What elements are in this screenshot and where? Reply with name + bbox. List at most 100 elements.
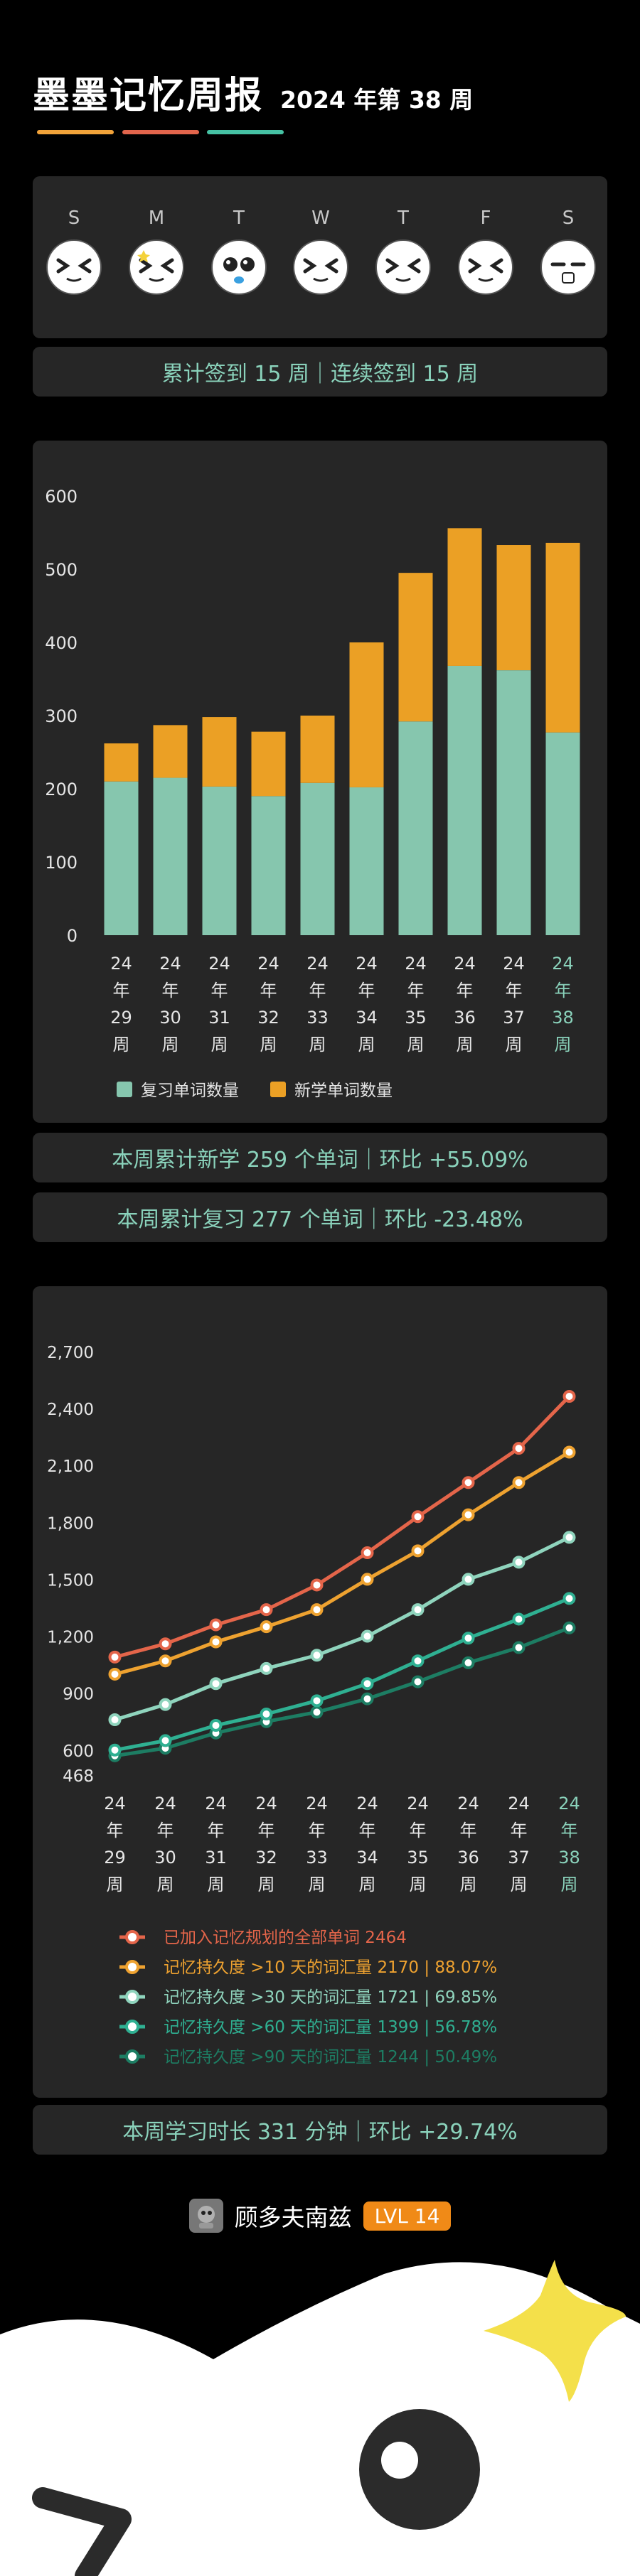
memory-strength-chart-card: 468 600 900 1,200 1,500 1,800 2,100 2,400 2,700 2… bbox=[33, 1286, 607, 2098]
new-words-summary: 本周累计新学 259 个单词｜环比 +55.09% bbox=[33, 1133, 607, 1182]
series-point bbox=[512, 1476, 526, 1489]
weekday-label: T bbox=[398, 208, 409, 229]
x-tick-label: 年 bbox=[407, 981, 425, 1001]
x-tick-label: 34 bbox=[356, 1008, 378, 1028]
y-tick-label: 100 bbox=[45, 853, 78, 873]
week-title: 2024 年第 38 周 bbox=[280, 86, 474, 114]
x-tick-label: 29 bbox=[110, 1008, 132, 1028]
x-tick-label: 24 bbox=[405, 954, 427, 974]
x-tick-label: 24 bbox=[257, 954, 279, 974]
bar-new bbox=[153, 725, 188, 778]
mascot-face-icon bbox=[293, 239, 348, 295]
x-tick-label: 周 bbox=[211, 1035, 228, 1055]
legend-label: 记忆持久度 >30 天的词汇量 1721 | 69.85% bbox=[164, 1988, 497, 2007]
series-point bbox=[310, 1694, 324, 1708]
x-tick-label: 年 bbox=[211, 981, 228, 1001]
series-line bbox=[114, 1597, 570, 1752]
series-point bbox=[209, 1677, 223, 1691]
x-tick-label: 年 bbox=[107, 1821, 124, 1841]
series-point bbox=[512, 1612, 526, 1626]
x-tick-label: 24 bbox=[110, 954, 132, 974]
review-words-summary: 本周累计复习 277 个单词｜环比 -23.48% bbox=[33, 1192, 607, 1242]
series-point bbox=[260, 1620, 273, 1634]
series-point bbox=[209, 1635, 223, 1649]
y-tick-label: 2,700 bbox=[47, 1344, 94, 1362]
x-tick-label: 31 bbox=[205, 1848, 227, 1868]
x-tick-label: 29 bbox=[104, 1848, 126, 1868]
x-tick-label: 30 bbox=[154, 1848, 176, 1868]
checkin-summary-text: 累计签到 15 周｜连续签到 15 周 bbox=[161, 362, 479, 387]
x-tick-label: 周 bbox=[260, 1035, 277, 1055]
series-point bbox=[361, 1546, 374, 1560]
series-point bbox=[512, 1641, 526, 1654]
legend-marker bbox=[125, 2049, 139, 2064]
x-tick-label: 38 bbox=[552, 1008, 574, 1028]
bar-review bbox=[447, 665, 482, 935]
legend-marker bbox=[125, 1960, 139, 1974]
x-tick-label: 周 bbox=[359, 1875, 376, 1895]
x-tick-label: 周 bbox=[309, 1875, 326, 1895]
series-point bbox=[562, 1390, 576, 1403]
study-time-summary-text: 本周学习时长 331 分钟｜环比 +29.74% bbox=[122, 2120, 518, 2145]
x-tick-label: 24 bbox=[552, 954, 574, 974]
x-tick-label: 年 bbox=[258, 1821, 275, 1841]
weekday-label: T bbox=[233, 208, 245, 229]
avatar bbox=[188, 2199, 223, 2233]
legend-label: 记忆持久度 >60 天的词汇量 1399 | 56.78% bbox=[164, 2018, 497, 2037]
mascot-illustration bbox=[0, 2260, 640, 2576]
y-tick-label: 1,500 bbox=[47, 1571, 94, 1590]
series-line bbox=[114, 1450, 570, 1676]
series-point bbox=[512, 1442, 526, 1455]
weekday-label: W bbox=[311, 208, 330, 229]
study-time-summary: 本周学习时长 331 分钟｜环比 +29.74% bbox=[33, 2105, 607, 2155]
x-tick-label: 周 bbox=[460, 1875, 477, 1895]
series-point bbox=[562, 1445, 576, 1459]
series-point bbox=[361, 1677, 374, 1691]
y-tick-label: 300 bbox=[45, 706, 78, 726]
x-tick-label: 周 bbox=[561, 1875, 578, 1895]
series-point bbox=[260, 1708, 273, 1721]
legend-marker bbox=[125, 1930, 139, 1944]
series-point bbox=[562, 1592, 576, 1605]
bar-review bbox=[251, 796, 286, 935]
x-tick-label: 24 bbox=[255, 1794, 277, 1814]
x-tick-label: 年 bbox=[157, 1821, 174, 1841]
weekday-column: S bbox=[42, 208, 106, 298]
star-icon bbox=[484, 2260, 626, 2402]
mascot-face-icon bbox=[129, 239, 184, 295]
series-point bbox=[310, 1578, 324, 1592]
x-tick-label: 周 bbox=[258, 1875, 275, 1895]
x-tick-label: 24 bbox=[208, 954, 230, 974]
y-tick-label: 468 bbox=[63, 1767, 94, 1786]
series-point bbox=[159, 1698, 172, 1711]
x-tick-label: 32 bbox=[255, 1848, 277, 1868]
y-tick-label: 600 bbox=[45, 487, 78, 507]
series-point bbox=[361, 1573, 374, 1586]
x-tick-label: 年 bbox=[260, 981, 277, 1001]
x-tick-label: 周 bbox=[107, 1875, 124, 1895]
bar-review bbox=[300, 782, 335, 935]
weekly-words-bar-chart: 0 100 200 300 400 500 600 24 年 29 周 24 年 30 周 24 年 31 周 24 年… bbox=[45, 487, 580, 1100]
weekday-column: T bbox=[371, 208, 435, 298]
x-tick-label: 周 bbox=[162, 1035, 179, 1055]
weekday-label: S bbox=[562, 208, 575, 229]
y-tick-label: 1,800 bbox=[47, 1514, 94, 1533]
series-point bbox=[209, 1618, 223, 1632]
x-tick-label: 周 bbox=[113, 1035, 130, 1055]
x-tick-label: 24 bbox=[306, 954, 329, 974]
series-point bbox=[411, 1603, 425, 1617]
x-tick-label: 年 bbox=[162, 981, 179, 1001]
x-tick-label: 24 bbox=[356, 1794, 378, 1814]
x-tick-label: 24 bbox=[356, 954, 378, 974]
x-tick-label: 24 bbox=[508, 1794, 530, 1814]
bar-new bbox=[447, 528, 482, 666]
x-tick-label: 24 bbox=[558, 1794, 580, 1814]
x-tick-label: 周 bbox=[407, 1035, 425, 1055]
mascot-eye-highlight bbox=[381, 2442, 418, 2479]
app-title: 墨墨记忆周报 bbox=[33, 75, 264, 117]
x-tick-label: 周 bbox=[511, 1875, 528, 1895]
weekday-column: S bbox=[536, 208, 600, 298]
series-point bbox=[462, 1656, 475, 1669]
header: 墨墨记忆周报 2024 年第 38 周 bbox=[33, 65, 473, 119]
